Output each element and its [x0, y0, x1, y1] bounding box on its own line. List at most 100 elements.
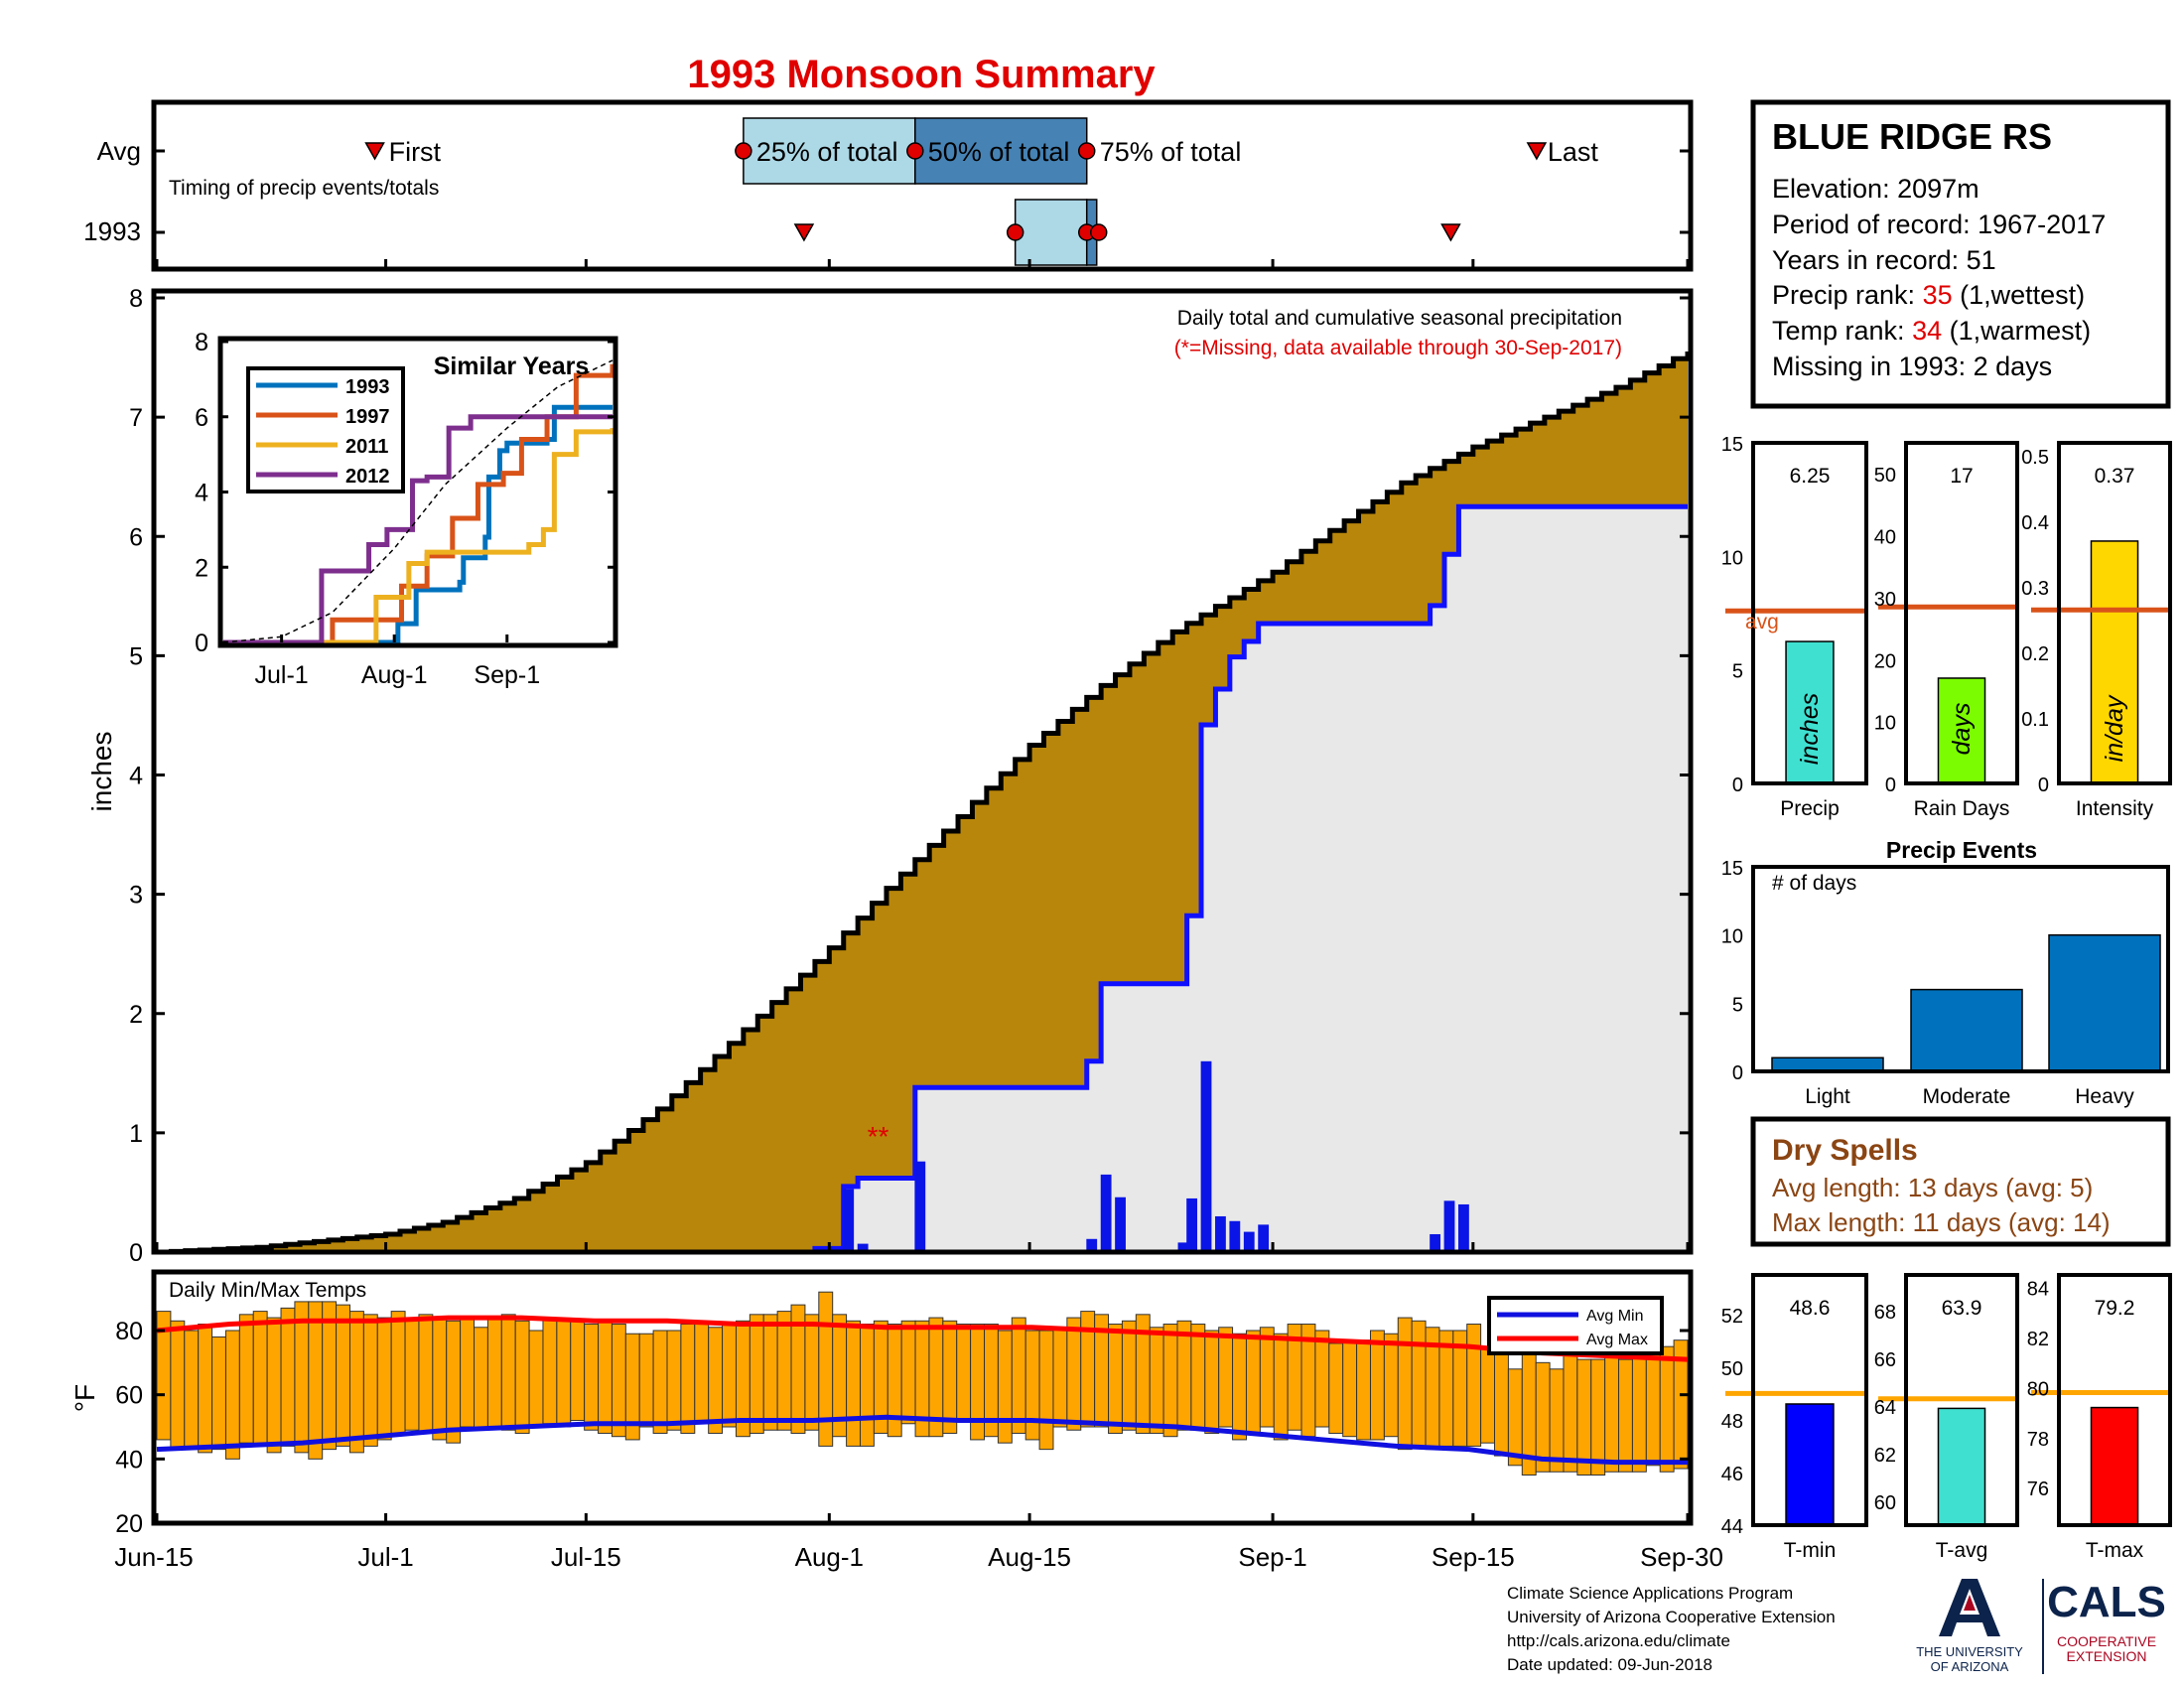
station-temp-rank: Temp rank: 34 (1,warmest) — [1772, 316, 2091, 346]
precip-stat-y-tick-label: 10 — [1721, 547, 1743, 569]
temp-range-bar — [1121, 1320, 1137, 1431]
legend-label-1997: 1997 — [345, 406, 390, 428]
temp-range-bar — [266, 1317, 282, 1454]
inset-axes: 0 2 4 6 8 Jul-1 Aug-1 Sep-1 — [195, 329, 615, 689]
main-y-tick-label: 0 — [129, 1239, 143, 1267]
temp-range-bar — [1631, 1342, 1647, 1473]
legend-label-avg-max: Avg Max — [1586, 1332, 1648, 1348]
temp-range-bar — [474, 1327, 488, 1431]
temp-range-bar — [500, 1314, 516, 1431]
temp-range-bar — [1356, 1339, 1371, 1441]
intensity-stat-y-tick-label: 0.3 — [2021, 578, 2049, 600]
tavg-stat-y-tick-label: 68 — [1874, 1302, 1896, 1324]
timing-box-year-q1 — [1014, 199, 1088, 266]
temp-range-bar — [322, 1301, 338, 1451]
inset-legend: 1993 1997 2011 2012 — [246, 366, 405, 493]
events-plot-area: Light Moderate Heavy 0 5 10 15 — [1721, 858, 2161, 1108]
temps-chart: Daily Min/Max Temps °F 20 40 60 80 Avg Min … — [69, 1269, 1694, 1538]
temp-range-bar — [1273, 1333, 1289, 1441]
main-ylabel: inches — [86, 732, 117, 812]
tmax-stat-y-tick-label: 78 — [2027, 1429, 2049, 1451]
temp-range-bar — [611, 1324, 626, 1438]
temp-range-bar — [1232, 1333, 1247, 1441]
date-tick-label: Aug-15 — [988, 1542, 1071, 1572]
temp-range-bar — [1024, 1330, 1040, 1441]
temp-range-bar — [1038, 1330, 1054, 1451]
temp-range-bar — [1563, 1352, 1578, 1473]
timing-avg-p25-marker — [735, 142, 752, 160]
precip-events-chart: Precip Events Light Moderate Heavy 0 5 10 15 #… — [1721, 837, 2170, 1108]
station-elevation: Elevation: 2097m — [1772, 174, 1979, 204]
precip-stat-y-tick-label: 0 — [1732, 774, 1743, 796]
temp-range-bar — [1411, 1320, 1427, 1447]
station-missing: Missing in 1993: 2 days — [1772, 352, 2052, 381]
temp-range-bar — [1383, 1333, 1399, 1438]
legend-label-2012: 2012 — [345, 466, 390, 488]
temp-range-bar — [1190, 1324, 1206, 1431]
cals-logo-text: CALS — [2047, 1578, 2166, 1626]
station-box-frame — [1750, 99, 2171, 409]
station-years: Years in record: 51 — [1772, 245, 1996, 275]
raindays-stat-frame — [1904, 441, 2019, 785]
temp-range-bar — [818, 1291, 834, 1447]
temp-range-bar — [1204, 1330, 1220, 1434]
year-cumulative-area — [157, 506, 1688, 1252]
timing-row-label-avg: Avg — [97, 136, 141, 166]
temp-axes: 20 40 60 80 — [115, 1318, 1691, 1538]
daily-precip-bar — [1430, 1233, 1441, 1252]
timing-p25-label: 25% of total — [756, 137, 898, 167]
raindays-stat-bar — [1937, 677, 1986, 784]
main-y-tick-label: 1 — [129, 1120, 143, 1148]
inset-legend-box — [246, 366, 405, 493]
temp-range-bar — [362, 1314, 378, 1447]
tmin-stat-x-label: T-min — [1784, 1539, 1837, 1562]
main-y-tick-label: 5 — [129, 642, 143, 670]
temps-ylabel: °F — [69, 1384, 100, 1412]
main-precip-chart: ** Daily total and cumulative seasonal p… — [86, 285, 1694, 1267]
temp-y-tick-label: 20 — [115, 1510, 143, 1538]
temps-legend-box — [1487, 1296, 1664, 1355]
daily-precip-bar — [1186, 1197, 1198, 1252]
temp-range-bar — [1176, 1320, 1192, 1431]
precip-stat-y-tick-label: 15 — [1721, 434, 1743, 456]
tmax-stat-y-tick-label: 84 — [2027, 1279, 2049, 1301]
temp-range-bar — [556, 1320, 572, 1428]
temp-range-bar — [1590, 1358, 1606, 1476]
avg-cumulative-outline — [157, 352, 1691, 1255]
temp-range-bar — [252, 1311, 268, 1447]
raindays-stat-y-tick-label: 0 — [1885, 774, 1896, 796]
intensity-stat-y-tick-label: 0.5 — [2021, 447, 2049, 469]
tavg-stat-value-label: 63.9 — [1942, 1297, 1982, 1320]
tmax-stat-y-tick-label: 82 — [2027, 1329, 2049, 1350]
daily-precip-bar — [1115, 1196, 1126, 1252]
cals-logo: CALS COOPERATIVE EXTENSION — [2047, 1578, 2166, 1664]
raindays-stat-y-tick-label: 30 — [1874, 589, 1896, 611]
inset-average-line — [222, 359, 614, 643]
main-axes: 0 1 2 3 4 5 6 7 8 — [129, 285, 1691, 1267]
temp-range-bar — [997, 1330, 1013, 1444]
daily-precip-bar — [857, 1243, 869, 1252]
temp-range-bar — [1342, 1339, 1358, 1438]
main-y-tick-label: 8 — [129, 285, 143, 313]
inset-y-tick-label: 4 — [195, 480, 208, 507]
tmax-stat-frame — [2057, 1273, 2172, 1527]
tavg-stat-y-tick-label: 66 — [1874, 1349, 1896, 1371]
temp-range-bar — [542, 1317, 558, 1425]
daily-precip-bar — [1443, 1200, 1455, 1252]
temp-range-bar — [598, 1320, 613, 1434]
temp-range-bar — [1066, 1317, 1082, 1431]
timing-p50-label: 50% of total — [928, 137, 1070, 167]
temp-range-bar — [336, 1304, 350, 1447]
temp-plot-area — [156, 1291, 1689, 1476]
temp-range-bar — [1535, 1361, 1551, 1473]
legend-label-avg-min: Avg Min — [1586, 1308, 1644, 1325]
legend-label-2011: 2011 — [345, 436, 388, 458]
temp-range-bar — [1659, 1345, 1675, 1473]
intensity-stat-y-tick-label: 0 — [2038, 774, 2049, 796]
daily-precip-bar — [1215, 1215, 1226, 1252]
temp-range-bar — [900, 1320, 916, 1425]
temp-range-bar — [1245, 1330, 1261, 1434]
dry-spells-title: Dry Spells — [1772, 1134, 1918, 1167]
missing-data-marker: ** — [868, 1121, 889, 1152]
temp-range-bar — [1108, 1324, 1123, 1434]
